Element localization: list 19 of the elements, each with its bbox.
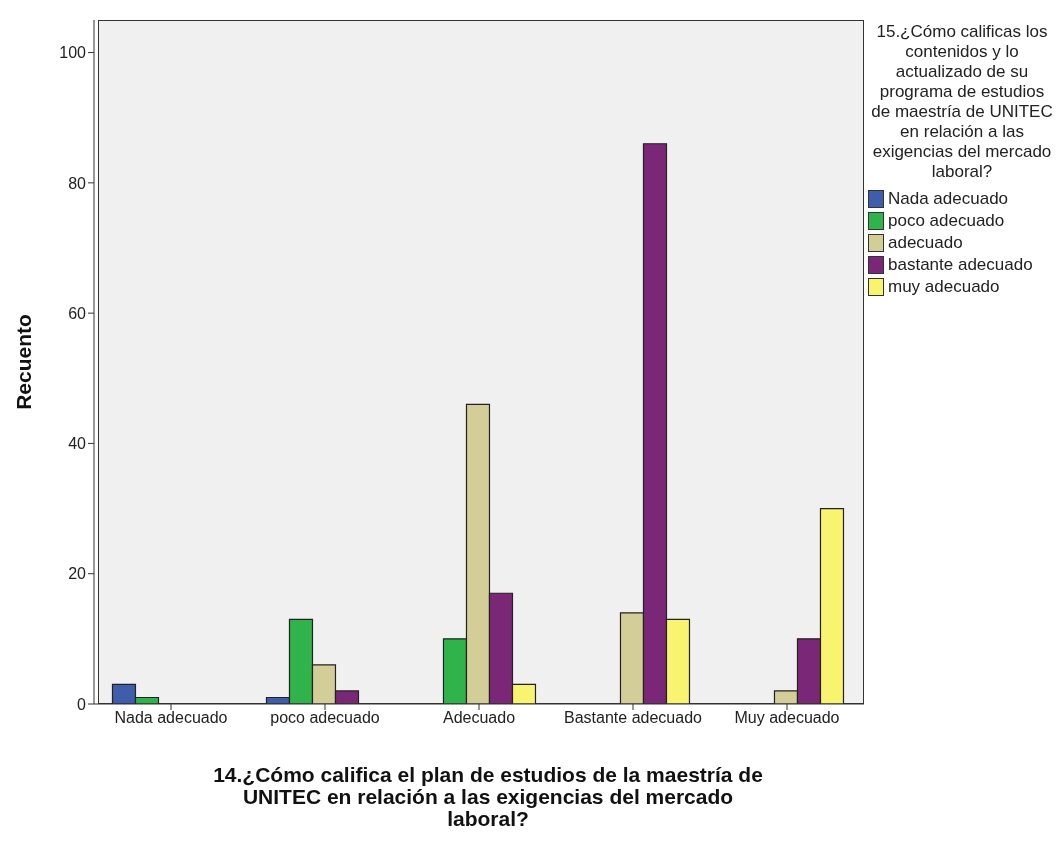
- x-tick-label: Muy adecuado: [734, 709, 840, 727]
- y-tick-label: 100: [59, 44, 87, 62]
- y-axis-title: Recuento: [12, 314, 36, 410]
- legend-label: adecuado: [888, 233, 963, 253]
- y-tick-label: 60: [68, 304, 87, 322]
- y-tick-label: 20: [68, 565, 87, 583]
- x-tick-label: Adecuado: [442, 709, 516, 727]
- legend-label: poco adecuado: [888, 211, 1005, 231]
- x-axis-title: 14.¿Cómo califica el plan de estudios de la maestría de UNITEC en relación a las exigencias del mercado laboral?: [212, 763, 764, 830]
- legend-label: muy adecuado: [888, 277, 1000, 297]
- legend-label: bastante adecuado: [888, 255, 1033, 275]
- x-tick-label: poco adecuado: [270, 709, 380, 727]
- x-tick-label: Bastante adecuado: [564, 709, 703, 727]
- legend-title: 15.¿Cómo calificas los contenidos y lo actualizado de su programa de estudios de maestría de UNITEC en relación a las exigencias del mercado laboral?: [870, 22, 1054, 182]
- legend-label: Nada adecuado: [888, 189, 1009, 209]
- y-tick-label: 0: [77, 695, 87, 713]
- y-tick-label: 80: [68, 174, 87, 192]
- y-tick-label: 40: [68, 435, 87, 453]
- x-tick-label: Nada adecuado: [114, 709, 228, 727]
